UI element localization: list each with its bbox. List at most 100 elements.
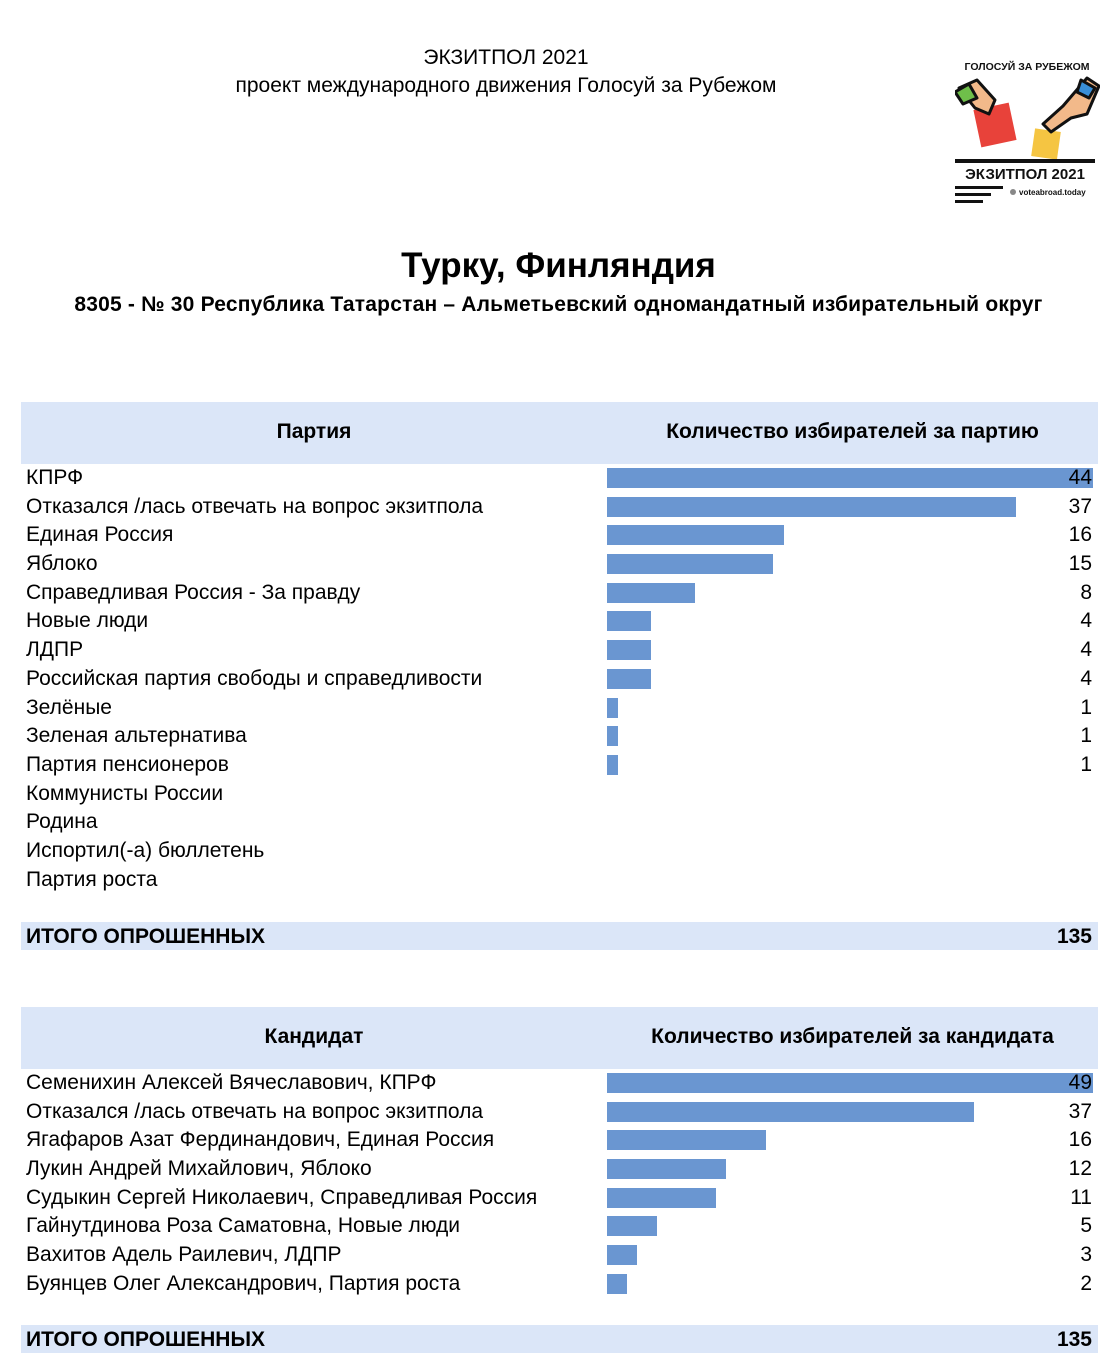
party-value-label: 37 [1068, 494, 1092, 518]
party-value-label: 1 [1080, 695, 1092, 719]
party-row: ЛДПР 4 [21, 636, 1098, 665]
candidate-row-label: Семенихин Алексей Вячеславович, КПРФ [26, 1071, 437, 1094]
party-row-label: Испортил(-а) бюллетень [26, 838, 265, 862]
party-row-label: Партия пенсионеров [26, 752, 229, 776]
candidate-row: Ягафаров Азат Фердинандович, Единая Росс… [21, 1126, 1098, 1155]
party-row: Коммунисты России [21, 780, 1098, 809]
party-row-label: Единая Россия [26, 523, 174, 547]
party-value-label: 4 [1080, 666, 1092, 690]
party-row-label: Зеленая альтернатива [26, 724, 247, 748]
party-bar [607, 726, 619, 747]
party-value-label: 1 [1080, 724, 1092, 748]
page-title: Турку, Финляндия [401, 246, 716, 285]
party-row: Отказался /лась отвечать на вопрос экзит… [21, 493, 1098, 522]
party-value-label: 4 [1080, 638, 1092, 662]
logo-top-text: ГОЛОСУЙ ЗА РУБЕЖОМ [965, 60, 1090, 73]
party-row: Партия пенсионеров 1 [21, 751, 1098, 780]
party-row-label: ЛДПР [26, 638, 84, 662]
candidate-row: Гайнутдинова Роза Саматовна, Новые люди 5 [21, 1212, 1098, 1241]
candidate-total-value: 135 [1056, 1328, 1092, 1351]
candidate-bar [607, 1130, 766, 1151]
party-value-label: 1 [1080, 752, 1092, 776]
candidate-row: Отказался /лась отвечать на вопрос экзит… [21, 1098, 1098, 1127]
candidate-bar [607, 1159, 727, 1180]
party-value-label: 16 [1068, 523, 1092, 547]
logo-site-text: voteabroad.today [1019, 188, 1086, 197]
exitpoll-logo: ГОЛОСУЙ ЗА РУБЕЖОМ ЭКЗИТПОЛ 2021 voteabr… [955, 60, 1100, 203]
district-subtitle: 8305 - № 30 Республика Татарстан – Альме… [74, 293, 1043, 316]
party-row-label: Отказался /лась отвечать на вопрос экзит… [26, 494, 484, 518]
party-row-label: Справедливая Россия - За правду [26, 580, 361, 604]
party-bar [607, 496, 1016, 517]
candidate-total-row: ИТОГО ОПРОШЕННЫХ 135 [21, 1325, 1098, 1353]
candidate-value-label: 37 [1068, 1099, 1092, 1123]
candidate-row: Семенихин Алексей Вячеславович, КПРФ 49 [21, 1069, 1098, 1098]
candidate-bar [607, 1101, 974, 1122]
party-rows: КПРФ 44 Отказался /лась отвечать на вопрос… [21, 464, 1098, 894]
party-row-label: Родина [26, 810, 98, 834]
party-row: Родина [21, 808, 1098, 837]
candidate-row-label: Гайнутдинова Роза Саматовна, Новые люди [26, 1214, 461, 1238]
party-bar [607, 640, 652, 661]
candidate-value-label: 16 [1068, 1128, 1092, 1152]
party-row-label: Яблоко [26, 552, 98, 576]
party-results-table: Партия Количество избирателей за партию … [21, 402, 1098, 894]
party-row-label: Зелёные [26, 695, 112, 719]
party-row-label: Коммунисты России [26, 781, 224, 805]
party-row: Новые люди 4 [21, 607, 1098, 636]
party-row: Российская партия свободы и справедливос… [21, 665, 1098, 694]
candidate-value-label: 11 [1070, 1185, 1092, 1209]
candidate-rows: Семенихин Алексей Вячеславович, КПРФ 49 От… [21, 1069, 1098, 1299]
candidate-total-label: ИТОГО ОПРОШЕННЫХ [26, 1328, 266, 1351]
party-bar [607, 582, 696, 603]
party-value-label: 44 [1068, 466, 1092, 489]
party-bar [607, 668, 652, 689]
party-bar [607, 468, 1093, 488]
report-header-line2: проект международного движения Голосуй з… [235, 74, 777, 97]
candidate-bar [607, 1273, 627, 1294]
party-row: Справедливая Россия - За правду 8 [21, 579, 1098, 608]
party-total-label: ИТОГО ОПРОШЕННЫХ [26, 925, 266, 948]
left-hand-ballot-icon [955, 78, 1017, 148]
party-total-row: ИТОГО ОПРОШЕННЫХ 135 [21, 922, 1098, 950]
party-votes-column-header: Количество избирателей за партию [666, 420, 1039, 443]
party-value-label: 15 [1068, 552, 1092, 576]
party-row: Зелёные 1 [21, 694, 1098, 723]
candidate-row-label: Лукин Андрей Михайлович, Яблоко [26, 1157, 372, 1181]
party-row: Единая Россия 16 [21, 521, 1098, 550]
candidate-value-label: 5 [1080, 1214, 1092, 1238]
party-row-label: Российская партия свободы и справедливос… [26, 666, 483, 690]
party-row: Испортил(-а) бюллетень [21, 837, 1098, 866]
party-table-header: Партия Количество избирателей за партию [21, 402, 1098, 464]
candidate-row-label: Вахитов Адель Раилевич, ЛДПР [26, 1243, 342, 1267]
candidate-row-label: Отказался /лась отвечать на вопрос экзит… [26, 1099, 484, 1123]
party-column-header: Партия [276, 420, 352, 443]
party-bar [607, 525, 784, 546]
report-header: ЭКЗИТПОЛ 2021 проект международного движ… [0, 44, 1012, 100]
party-row-label: Партия роста [26, 867, 158, 891]
party-value-label: 4 [1080, 609, 1092, 633]
party-bar [607, 611, 652, 632]
candidate-row-label: Ягафаров Азат Фердинандович, Единая Росс… [26, 1128, 495, 1152]
party-row: Зеленая альтернатива 1 [21, 722, 1098, 751]
candidate-table-header: Кандидат Количество избирателей за канди… [21, 1007, 1098, 1069]
candidate-row: Судыкин Сергей Николаевич, Справедливая … [21, 1184, 1098, 1213]
candidate-column-header: Кандидат [264, 1025, 364, 1048]
party-row: Партия роста [21, 866, 1098, 895]
party-row: КПРФ 44 [21, 464, 1098, 493]
candidate-value-label: 12 [1068, 1157, 1092, 1181]
candidate-row: Лукин Андрей Михайлович, Яблоко 12 [21, 1155, 1098, 1184]
party-row-label: КПРФ [26, 466, 84, 489]
party-row-label: Новые люди [26, 609, 149, 633]
candidate-row-label: Буянцев Олег Александрович, Партия роста [26, 1271, 461, 1295]
candidate-bar [607, 1216, 657, 1237]
right-hand-ballot-icon [1031, 76, 1100, 160]
candidate-row: Вахитов Адель Раилевич, ЛДПР 3 [21, 1241, 1098, 1270]
candidate-row: Буянцев Олег Александрович, Партия роста… [21, 1270, 1098, 1299]
party-total-value: 135 [1056, 925, 1092, 948]
candidate-bar [607, 1073, 1093, 1093]
candidate-value-label: 49 [1068, 1071, 1092, 1094]
logo-main-text: ЭКЗИТПОЛ 2021 [965, 166, 1085, 183]
party-row: Яблоко 15 [21, 550, 1098, 579]
candidate-votes-column-header: Количество избирателей за кандидата [651, 1025, 1054, 1048]
